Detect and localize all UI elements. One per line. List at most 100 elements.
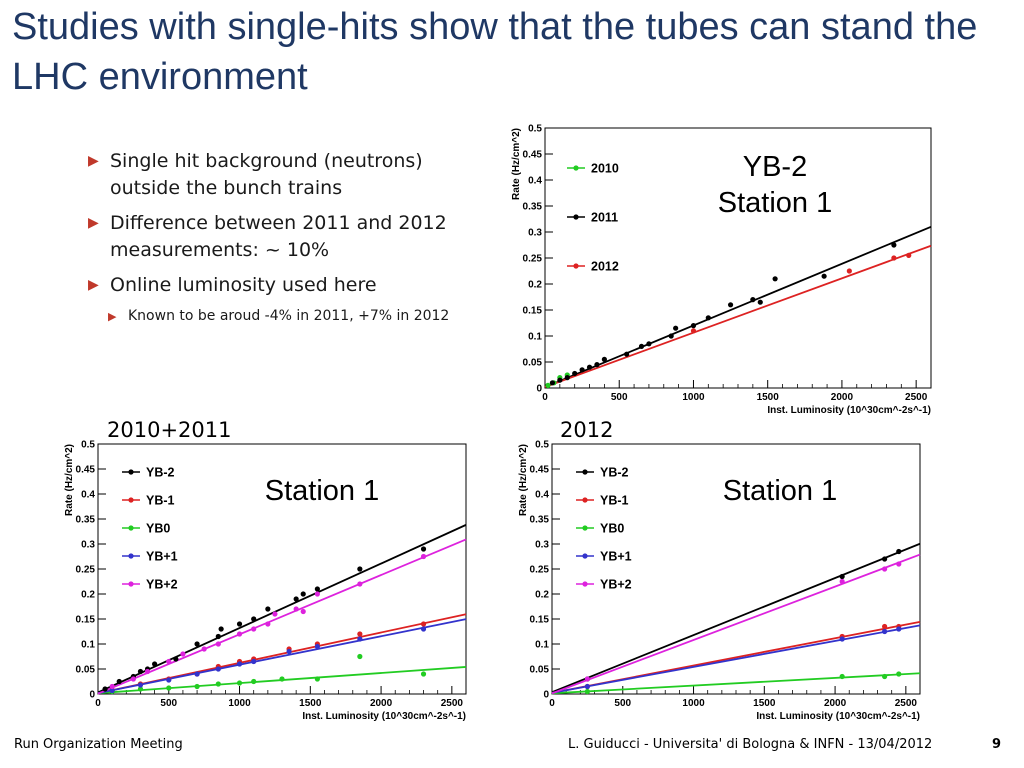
legend-label: YB0	[600, 522, 624, 536]
y-tick-label: 0.2	[81, 590, 95, 601]
data-point	[584, 683, 590, 690]
x-tick-label: 1500	[753, 698, 776, 709]
bullet-list: ▶ Single hit background (neutrons) outsid…	[86, 148, 486, 334]
data-point	[194, 671, 200, 677]
fit-line	[97, 524, 467, 694]
legend-label: YB0	[146, 522, 170, 536]
data-point	[265, 606, 271, 612]
footer-center: L. Guiducci - Universita' di Bologna & I…	[568, 737, 933, 752]
data-point	[772, 276, 778, 282]
data-point	[300, 608, 306, 615]
data-point	[357, 566, 363, 572]
data-point	[286, 648, 292, 655]
data-point	[549, 380, 556, 386]
data-point	[891, 242, 897, 248]
y-tick-label: 0.4	[528, 176, 542, 187]
y-tick-label: 0.15	[523, 306, 543, 317]
bullet-item: ▶ Difference between 2011 and 2012 measur…	[86, 210, 486, 264]
data-point	[236, 631, 243, 637]
x-tick-label: 2500	[905, 392, 928, 403]
y-tick-label: 0.5	[535, 440, 549, 451]
data-point	[109, 687, 115, 694]
y-tick-label: 0.2	[528, 280, 542, 291]
data-point	[906, 252, 912, 258]
data-point	[557, 377, 563, 383]
x-tick-label: 1000	[682, 698, 705, 709]
chart-title: Station 1	[718, 187, 832, 219]
fit-line	[544, 244, 932, 388]
data-point	[265, 621, 271, 627]
y-tick-label: 0.25	[76, 565, 96, 576]
y-tick-label: 0.25	[530, 565, 550, 576]
legend-marker	[582, 469, 588, 475]
panel-label-2012: 2012	[560, 418, 614, 442]
x-tick-label: 1500	[757, 392, 780, 403]
data-point	[173, 656, 179, 662]
bullet-text: Online luminosity used here	[110, 274, 377, 296]
y-axis-label: Rate (Hz/cm^2)	[518, 444, 529, 516]
x-tick-label: 500	[611, 392, 628, 403]
y-tick-label: 0.35	[76, 515, 96, 526]
chart-title: Station 1	[265, 475, 379, 507]
data-point	[846, 268, 852, 274]
data-point	[314, 591, 320, 597]
y-axis-label: Rate (Hz/cm^2)	[511, 128, 522, 200]
fit-line	[551, 542, 921, 694]
legend-marker	[582, 525, 588, 531]
data-point	[690, 323, 697, 329]
data-point	[420, 626, 427, 632]
y-axis-label: Rate (Hz/cm^2)	[64, 444, 75, 516]
data-point	[357, 581, 363, 587]
data-point	[891, 255, 897, 261]
legend-marker	[582, 553, 588, 559]
data-point	[882, 566, 888, 572]
y-tick-label: 0	[536, 384, 542, 395]
bullet-arrow-icon: ▶	[88, 277, 99, 293]
y-tick-label: 0.45	[523, 150, 543, 161]
legend-marker	[128, 497, 134, 503]
y-tick-label: 0.45	[76, 465, 96, 476]
x-tick-label: 2500	[895, 698, 918, 709]
data-point	[673, 325, 679, 331]
data-point	[757, 299, 763, 305]
legend-marker	[573, 263, 579, 269]
y-tick-label: 0.45	[530, 465, 550, 476]
bullet-item: ▶ Online luminosity used here	[86, 272, 486, 299]
data-point	[166, 677, 172, 683]
bullet-text: Difference between 2011 and 2012 measure…	[110, 212, 447, 261]
y-tick-label: 0.15	[530, 615, 550, 626]
legend-marker	[128, 469, 134, 475]
chart-yb-2-station-1: 0 0.05 0.1 0.15 0.2 0.25 0.3 0.35 0.4 0.45 0.5 0 500…	[511, 124, 932, 416]
legend-label: 2011	[591, 211, 618, 225]
legend-marker	[128, 525, 134, 531]
legend-marker	[573, 214, 579, 220]
chart-title: YB-2	[743, 151, 807, 183]
data-point	[314, 676, 320, 682]
y-tick-label: 0.1	[528, 332, 542, 343]
data-point	[896, 561, 902, 567]
legend-label: YB-1	[146, 494, 175, 508]
legend-marker	[128, 553, 134, 559]
legend-label: 2010	[591, 162, 619, 176]
data-point	[420, 671, 427, 677]
x-axis-label: Inst. Luminosity (10^30cm^-2s^-1)	[767, 405, 931, 416]
data-point	[251, 658, 257, 665]
data-point	[144, 668, 151, 675]
y-tick-label: 0.1	[81, 640, 95, 651]
legend-label: 2012	[591, 260, 619, 274]
x-tick-label: 0	[95, 698, 101, 709]
data-point	[236, 661, 243, 667]
data-point	[545, 382, 551, 388]
data-point	[215, 666, 221, 672]
y-tick-label: 0.4	[81, 490, 95, 501]
x-axis-label: Inst. Luminosity (10^30cm^-2s^-1)	[302, 711, 466, 722]
legend-label: YB-1	[600, 494, 629, 508]
fit-line	[97, 538, 467, 695]
data-point	[215, 681, 221, 687]
slide-title: Studies with single-hits show that the t…	[12, 6, 978, 98]
data-point	[314, 586, 320, 592]
y-tick-label: 0.35	[530, 515, 550, 526]
data-point	[251, 616, 257, 622]
legend-marker	[582, 581, 588, 587]
fit-line	[551, 553, 921, 695]
